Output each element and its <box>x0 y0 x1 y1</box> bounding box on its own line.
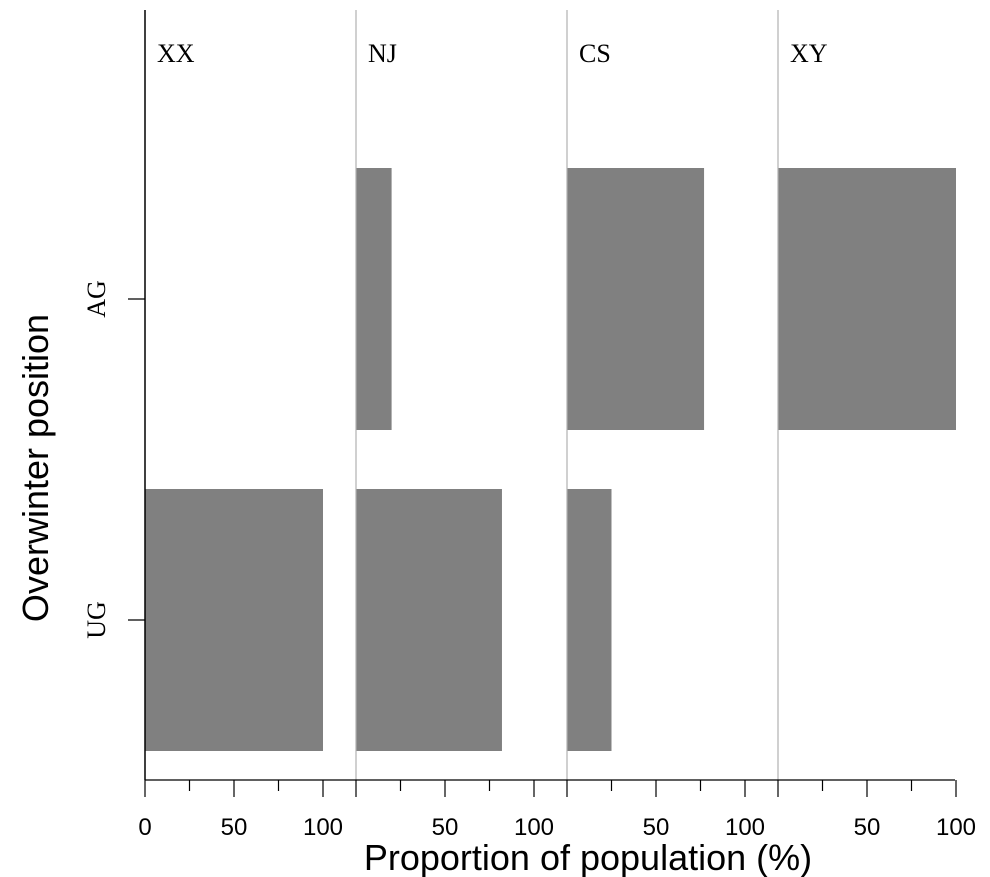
panel-label-xy: XY <box>790 39 828 68</box>
panel-label-cs: CS <box>579 39 611 68</box>
y-tick-label-ag: AG <box>82 280 111 318</box>
x-tick-label-xy-100: 100 <box>936 814 976 841</box>
x-tick-label-xx-100: 100 <box>303 814 343 841</box>
axes-layer <box>128 10 957 797</box>
x-tick-label-cs-50: 50 <box>643 814 670 841</box>
x-tick-label-nj-50: 50 <box>432 814 459 841</box>
y-axis-title: Overwinter position <box>15 314 56 622</box>
bar-nj-ug <box>356 489 502 751</box>
panel-label-xx: XX <box>157 39 195 68</box>
bar-xy-ag <box>778 168 956 430</box>
x-tick-label-cs-100: 100 <box>725 814 765 841</box>
bar-cs-ug <box>567 489 612 751</box>
y-tick-label-ug: UG <box>82 601 111 639</box>
panel-label-nj: NJ <box>368 39 397 68</box>
labels-layer: XX 0 50 100 NJ 50 100 CS 50 100 XY 50 100 AG UG <box>82 39 976 841</box>
x-tick-label-nj-100: 100 <box>514 814 554 841</box>
bar-nj-ag <box>356 168 392 430</box>
bar-xx-ug <box>145 489 323 751</box>
x-axis-title: Proportion of population (%) <box>364 837 812 877</box>
x-tick-label-xx-50: 50 <box>221 814 248 841</box>
bar-cs-ag <box>567 168 705 430</box>
x-tick-label-xx-0: 0 <box>138 814 151 841</box>
x-tick-label-xy-50: 50 <box>854 814 881 841</box>
bars-layer <box>145 168 956 751</box>
